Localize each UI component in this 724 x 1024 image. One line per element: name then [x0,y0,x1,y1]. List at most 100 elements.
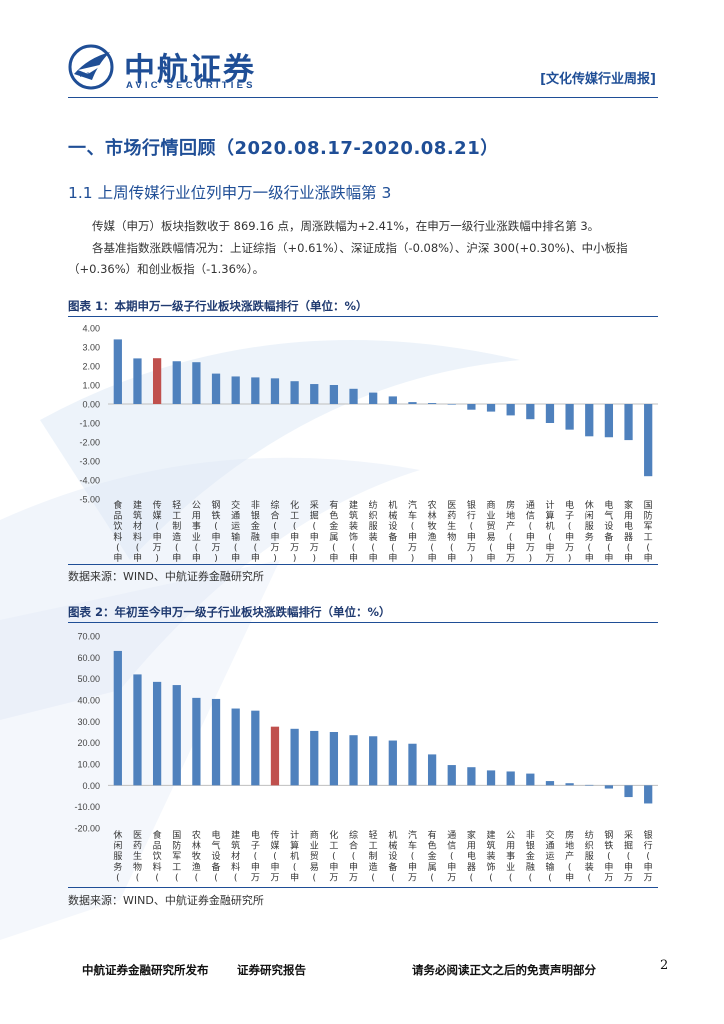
category-label: 纺织服装(申 [369,499,378,563]
figure2-top-rule [68,622,658,623]
category-label: 钢铁(申万 [604,829,613,883]
category-label: 轻工制造( [369,829,378,883]
bar [310,384,319,404]
category-label: 采掘(申万) [310,500,319,563]
figure2-bottom-rule [68,887,658,888]
bar [133,674,142,786]
bar [585,784,594,786]
chart-ytd-change: 70.00 60.00 50.00 40.00 30.00 20.00 10.00 0.00 -… [74,632,658,883]
bar [133,358,142,404]
bar [231,708,240,786]
bar [408,402,417,404]
bar [486,770,496,786]
category-label: 钢铁(申万) [212,499,221,563]
category-label: 国防军工( [172,830,181,883]
bar [251,377,260,404]
bar [447,404,456,405]
bar [310,730,319,786]
bar [467,767,476,786]
category-label: 国防军工(申 [644,500,653,563]
logo-english-name: AVIC SECURITIES [126,80,256,91]
bar [349,735,358,786]
category-label: 医药生物( [133,830,142,883]
bar [565,404,574,430]
category-label: 电气设备(申 [604,499,613,563]
bar [329,385,339,404]
bar [486,404,496,412]
category-label: 农林牧渔( [192,829,201,883]
category-label: 汽车(申万 [408,829,417,883]
figure1-top-rule [68,316,658,317]
bar [565,783,574,786]
figure1-source: 数据来源：WIND、中航证券金融研究所 [68,570,264,583]
category-label: 电气设备( [212,829,221,883]
category-label: 通信(申万) [526,500,535,563]
y-tick-label: -1.00 [79,419,100,429]
footer-report-type: 证券研究报告 [237,963,306,977]
page-number: 2 [660,958,669,973]
category-label: 综合(申万 [349,829,358,883]
category-label: 化工(申万) [290,499,299,563]
bar [329,732,339,786]
y-tick-label: 50.00 [77,674,100,684]
bar [231,376,240,404]
bar [369,392,378,404]
category-label: 纺织服装( [585,829,594,883]
bar [192,697,201,786]
y-tick-label: 4.00 [82,324,100,334]
bar [192,362,201,404]
y-tick-label: 1.00 [82,381,100,391]
category-label: 非银金融( [526,829,535,883]
y-tick-label: 10.00 [77,760,100,770]
y-tick-label: -2.00 [79,438,100,448]
bar [408,743,417,786]
svg-text:AVIC: AVIC [80,73,95,79]
y-tick-label: 2.00 [82,362,100,372]
figure2-source: 数据来源：WIND、中航证券金融研究所 [68,894,264,907]
bar [506,771,515,786]
section-heading: 一、市场行情回顾（2020.08.17-2020.08.21） [68,138,499,159]
category-label: 计算机(申万 [545,499,554,563]
bar [211,698,221,786]
category-label: 传媒(申万 [270,829,279,883]
bar [447,765,456,786]
bar [369,736,378,786]
category-label: 电子(申万 [251,829,260,883]
category-label: 机械设备(申 [388,499,397,563]
category-label: 食品饮料(申 [113,499,122,563]
bar [604,404,614,438]
category-label: 有色金属(申 [329,499,338,563]
category-label: 商业贸易(申 [487,499,496,563]
footer-publisher: 中航证券金融研究所发布 [82,963,209,977]
y-tick-label: 30.00 [77,717,100,727]
category-label: 建筑装饰( [487,829,496,883]
category-label: 休闲服务( [113,829,122,883]
avic-logo-icon: AVIC [68,44,114,90]
category-label: 房地产(申 [565,829,574,883]
category-label: 传媒(申万) [153,499,162,563]
y-tick-label: 0.00 [82,781,100,791]
bar [545,781,555,786]
logo-chinese-name: 中航证券 [124,52,256,88]
bar [644,785,653,804]
report-type-tag: [文化传媒行业周报] [540,72,656,87]
category-label: 建筑材料( [231,829,240,883]
category-label: 综合(申万) [270,499,279,563]
bar [604,785,614,789]
bar [251,710,260,786]
figure1-bottom-rule [68,564,658,565]
category-label: 轻工制造(申 [172,499,181,563]
category-label: 休闲服务(申 [585,499,594,563]
bar [113,650,122,786]
y-tick-label: -10.00 [74,802,100,812]
bar [290,381,299,404]
y-tick-label: -20.00 [74,824,100,834]
bar [526,773,535,786]
bar [113,339,122,404]
bar [585,404,594,437]
category-label: 通信(申万 [447,830,456,883]
paragraph-index-close: 传媒（申万）板块指数收于 869.16 点，周涨跌幅为+2.41%，在申万一级行… [92,219,600,233]
category-label: 有色金属( [428,829,437,883]
category-label: 家用电器(申 [624,499,633,563]
bar [152,358,162,404]
